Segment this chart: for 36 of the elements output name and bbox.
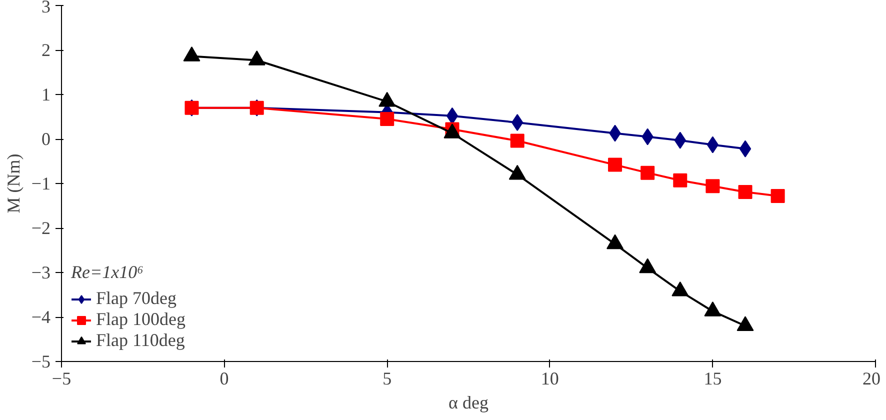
point xyxy=(736,316,754,332)
point xyxy=(446,107,458,124)
point xyxy=(380,112,394,126)
y-tick-label: −3 xyxy=(31,262,51,282)
x-axis-title: α deg xyxy=(448,392,488,412)
legend-label: Flap 110deg xyxy=(96,330,185,351)
point xyxy=(706,136,719,154)
y-tick-label: 1 xyxy=(42,84,50,104)
y-tick-label: −4 xyxy=(31,307,51,327)
point xyxy=(510,134,524,148)
point xyxy=(673,173,688,188)
y-tick-label: 0 xyxy=(42,129,50,149)
legend-label: Flap 100deg xyxy=(96,309,186,330)
x-tick-label: 20 xyxy=(862,368,880,388)
x-tick-label: 5 xyxy=(382,368,392,388)
y-tick-label: 2 xyxy=(42,40,50,60)
y-tick-label: −1 xyxy=(31,174,51,194)
y-tick-label: 3 xyxy=(42,0,50,16)
point xyxy=(606,234,624,250)
y-tick-label: −5 xyxy=(31,352,51,372)
point xyxy=(770,188,785,203)
point xyxy=(738,184,752,199)
point xyxy=(704,301,722,316)
point xyxy=(672,281,689,296)
point xyxy=(608,158,622,172)
point xyxy=(639,258,656,274)
x-tick-label: 0 xyxy=(220,368,229,388)
x-tick-label: 15 xyxy=(704,368,722,388)
legend-title: Re=1x10⁶ xyxy=(71,262,144,283)
y-tick-label: −2 xyxy=(31,218,51,238)
legend-label: Flap 70deg xyxy=(96,288,176,309)
point xyxy=(640,166,655,180)
point xyxy=(706,179,720,194)
x-tick-label: 10 xyxy=(540,368,559,388)
point xyxy=(739,140,752,158)
y-axis-title: M (Nm) xyxy=(3,154,24,214)
